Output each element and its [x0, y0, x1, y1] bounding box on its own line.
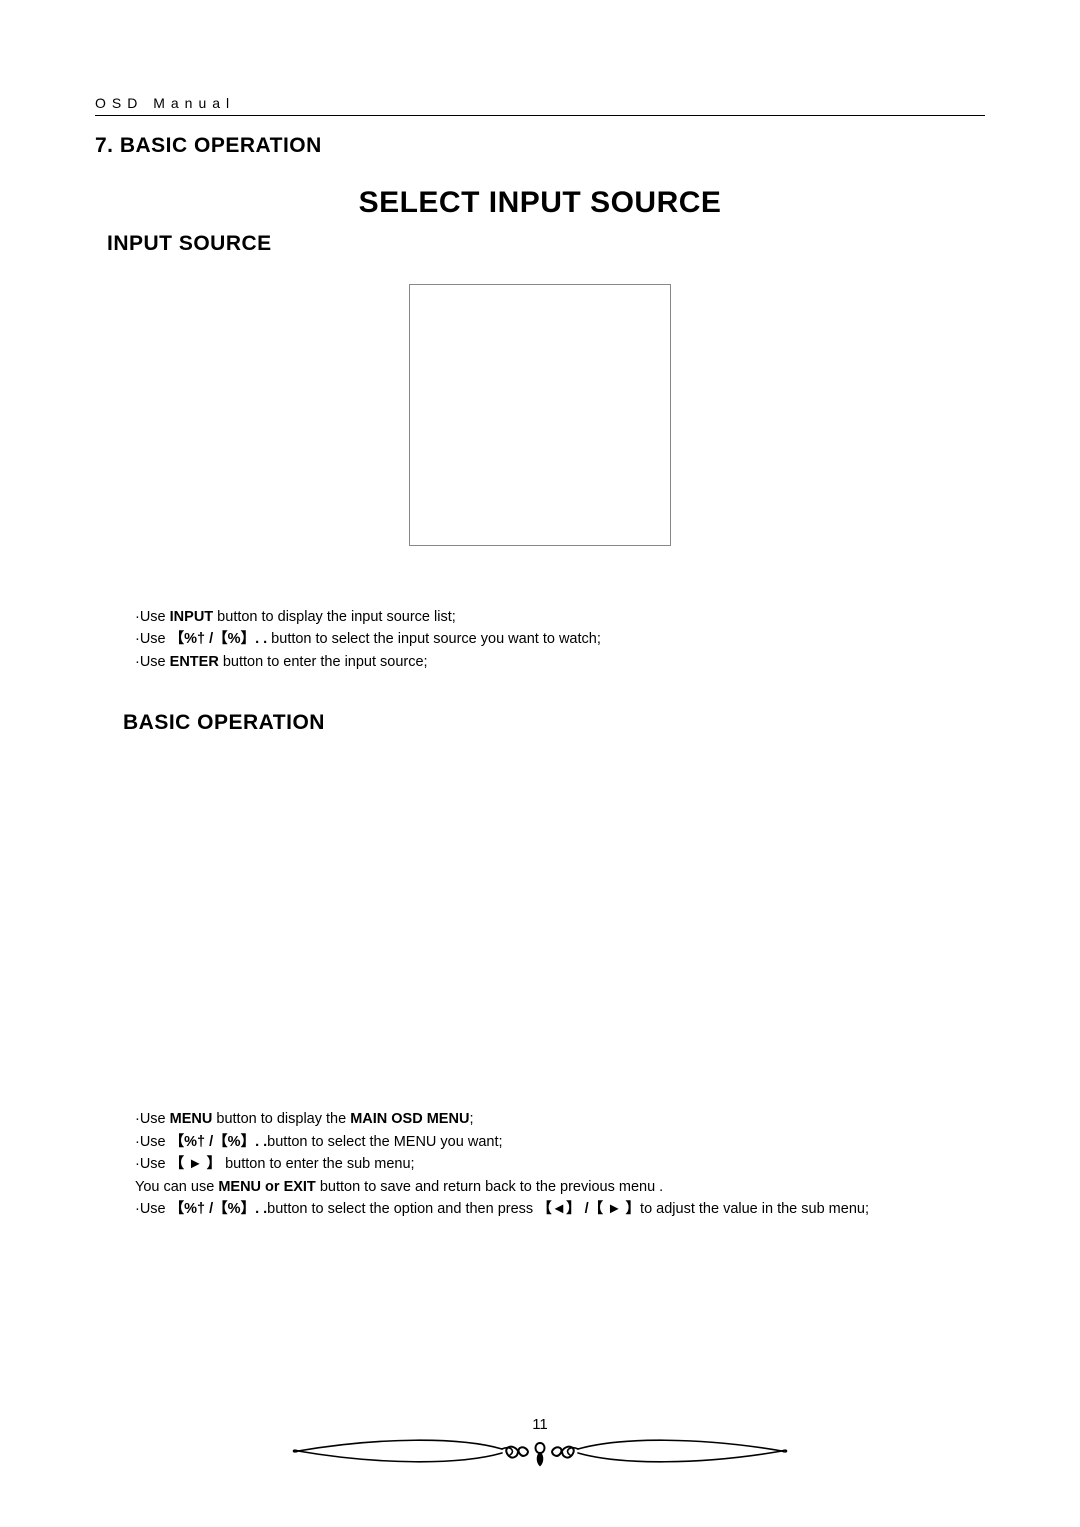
- text: ·Use: [135, 1156, 170, 1172]
- page-title: SELECT INPUT SOURCE: [95, 186, 985, 220]
- text: ·Use: [135, 1134, 170, 1150]
- instr1-line1: ·Use INPUT button to display the input s…: [135, 606, 985, 628]
- page-container: OSD Manual 7. BASIC OPERATION SELECT INP…: [0, 0, 1080, 1527]
- text: button to display the: [212, 1111, 350, 1127]
- text: ·Use: [135, 1111, 170, 1127]
- text: ·Use: [135, 609, 170, 625]
- bold-text: MAIN OSD MENU: [350, 1111, 469, 1127]
- text: You can use: [135, 1179, 218, 1195]
- text: button to select the input source you wa…: [267, 631, 601, 647]
- text: button to select the MENU you want;: [267, 1134, 502, 1150]
- symbol-text: 【 ► 】: [170, 1156, 221, 1172]
- text: to adjust the value in the sub menu;: [640, 1201, 869, 1217]
- text: button to enter the sub menu;: [221, 1156, 414, 1172]
- symbol-text: 【%† /【%】. .: [170, 1201, 268, 1217]
- instr2-line4: You can use MENU or EXIT button to save …: [135, 1176, 985, 1198]
- text: ·Use: [135, 631, 170, 647]
- text: ;: [469, 1111, 473, 1127]
- text: ·Use: [135, 654, 170, 670]
- instr2-line5: ·Use 【%† /【%】. .button to select the opt…: [135, 1198, 985, 1220]
- text: button to enter the input source;: [219, 654, 428, 670]
- instr2-line2: ·Use 【%† /【%】. .button to select the MEN…: [135, 1131, 985, 1153]
- instr1-line3: ·Use ENTER button to enter the input sou…: [135, 651, 985, 673]
- bold-text: INPUT: [170, 609, 214, 625]
- bold-text: MENU or EXIT: [218, 1179, 315, 1195]
- text: button to display the input source list;: [213, 609, 456, 625]
- page-number: 11: [0, 1416, 1080, 1433]
- text: button to save and return back to the pr…: [316, 1179, 663, 1195]
- header-rule: [95, 115, 985, 116]
- section-heading: 7. BASIC OPERATION: [95, 134, 985, 158]
- instr2-line3: ·Use 【 ► 】 button to enter the sub menu;: [135, 1153, 985, 1175]
- instr1-line2: ·Use 【%† /【%】. . button to select the in…: [135, 628, 985, 650]
- symbol-text: 【◄】 /【 ► 】: [537, 1201, 640, 1217]
- footer-ornament-icon: [0, 1435, 1080, 1469]
- symbol-text: 【%† /【%】. .: [170, 631, 268, 647]
- symbol-text: 【%† /【%】. .: [170, 1134, 268, 1150]
- text: ·Use: [135, 1201, 170, 1217]
- page-footer: 11: [0, 1416, 1080, 1469]
- basic-operation-heading: BASIC OPERATION: [123, 711, 985, 735]
- instr2-line1: ·Use MENU button to display the MAIN OSD…: [135, 1108, 985, 1130]
- header-label: OSD Manual: [95, 95, 985, 115]
- input-source-heading: INPUT SOURCE: [107, 232, 985, 256]
- figure-placeholder-2: [250, 757, 830, 1102]
- instructions-block-2: ·Use MENU button to display the MAIN OSD…: [135, 1108, 985, 1220]
- figure-placeholder-1: [409, 284, 671, 546]
- bold-text: MENU: [170, 1111, 213, 1127]
- instructions-block-1: ·Use INPUT button to display the input s…: [135, 606, 985, 673]
- text: button to select the option and then pre…: [267, 1201, 537, 1217]
- bold-text: ENTER: [170, 654, 219, 670]
